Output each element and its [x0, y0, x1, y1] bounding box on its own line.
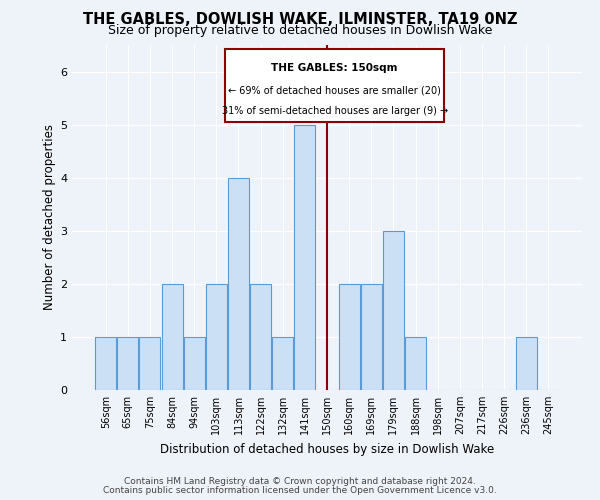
Y-axis label: Number of detached properties: Number of detached properties: [43, 124, 56, 310]
Bar: [338, 284, 359, 390]
Bar: [139, 337, 160, 390]
Bar: [383, 231, 404, 390]
Text: THE GABLES: 150sqm: THE GABLES: 150sqm: [271, 63, 398, 73]
Text: Contains public sector information licensed under the Open Government Licence v3: Contains public sector information licen…: [103, 486, 497, 495]
Text: ← 69% of detached houses are smaller (20): ← 69% of detached houses are smaller (20…: [229, 85, 441, 95]
Bar: [361, 284, 382, 390]
Bar: [206, 284, 227, 390]
X-axis label: Distribution of detached houses by size in Dowlish Wake: Distribution of detached houses by size …: [160, 442, 494, 456]
Bar: [295, 124, 316, 390]
Bar: [95, 337, 116, 390]
Bar: [161, 284, 182, 390]
Text: Contains HM Land Registry data © Crown copyright and database right 2024.: Contains HM Land Registry data © Crown c…: [124, 478, 476, 486]
Bar: [515, 337, 536, 390]
FancyBboxPatch shape: [225, 49, 444, 122]
Bar: [184, 337, 205, 390]
Text: THE GABLES, DOWLISH WAKE, ILMINSTER, TA19 0NZ: THE GABLES, DOWLISH WAKE, ILMINSTER, TA1…: [83, 12, 517, 28]
Text: Size of property relative to detached houses in Dowlish Wake: Size of property relative to detached ho…: [108, 24, 492, 37]
Text: 31% of semi-detached houses are larger (9) →: 31% of semi-detached houses are larger (…: [221, 106, 448, 117]
Bar: [118, 337, 139, 390]
Bar: [272, 337, 293, 390]
Bar: [228, 178, 249, 390]
Bar: [250, 284, 271, 390]
Bar: [405, 337, 426, 390]
